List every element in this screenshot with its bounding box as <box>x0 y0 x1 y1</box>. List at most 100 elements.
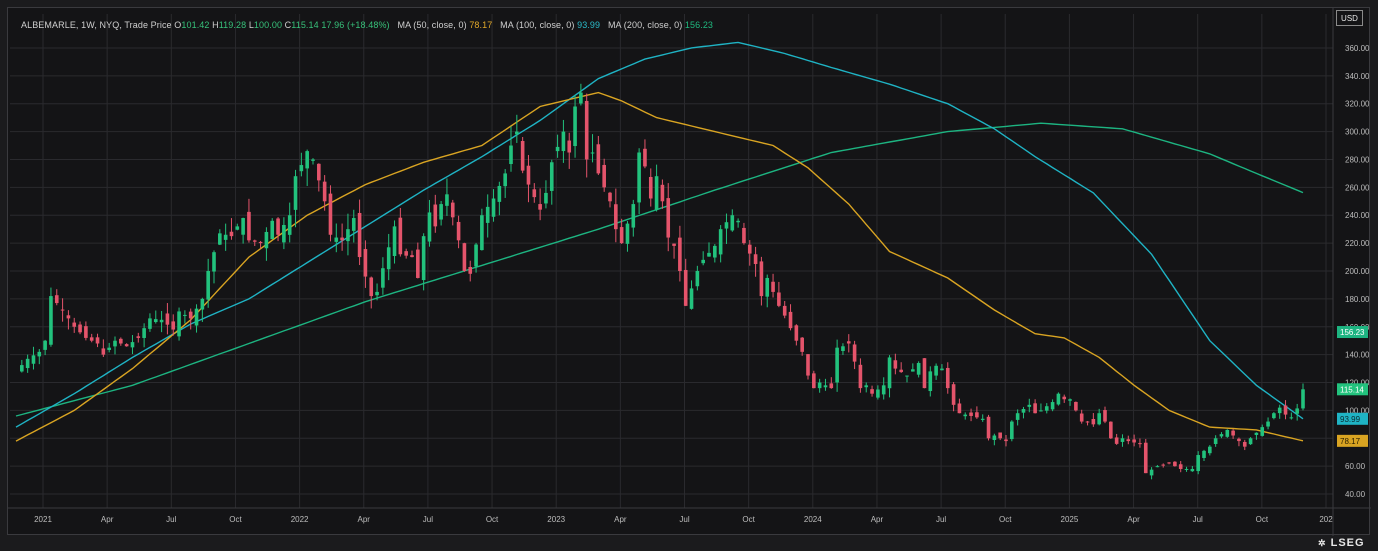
candle-body <box>747 244 752 254</box>
candle-body <box>299 165 304 172</box>
x-tick-label: 2021 <box>34 515 52 524</box>
candle-body <box>963 414 968 417</box>
candle-body <box>54 295 59 304</box>
candle-body <box>934 365 938 376</box>
candle-body <box>648 176 653 199</box>
candle-body <box>718 229 723 255</box>
candle-body <box>683 269 688 306</box>
candle-body <box>305 151 309 169</box>
candle-body <box>78 324 82 333</box>
candle-body <box>969 412 973 416</box>
candle-body <box>276 218 280 235</box>
candle-body <box>1272 413 1276 419</box>
candle-body <box>1295 408 1299 414</box>
x-tick-label: 2022 <box>291 515 309 524</box>
y-tick-label: 60.00 <box>1345 462 1366 471</box>
candle-body <box>1056 393 1061 405</box>
candle-body <box>450 202 455 218</box>
candle-body <box>218 233 222 245</box>
candle-body <box>1231 430 1235 436</box>
candle-body <box>445 194 449 206</box>
grid <box>10 14 1333 508</box>
candle-body <box>742 227 746 244</box>
ma50-label[interactable]: MA (50, close, 0) <box>397 20 467 30</box>
candle-body <box>89 337 94 341</box>
candle-body <box>491 198 496 217</box>
candle-body <box>911 369 915 372</box>
candle-body <box>637 152 641 203</box>
candle-body <box>136 336 141 338</box>
candle-body <box>654 176 659 210</box>
ma100-path <box>15 41 1304 428</box>
candle-body <box>643 148 647 167</box>
candle-body <box>1126 439 1131 442</box>
candle-body <box>25 358 30 369</box>
candle-body <box>119 338 123 344</box>
brand-mark-icon: ✲ <box>1318 538 1327 548</box>
currency-button[interactable]: USD <box>1336 10 1363 26</box>
open-value: 101.42 <box>181 20 210 30</box>
candle-body <box>410 255 414 258</box>
candle-body <box>555 146 560 152</box>
candle-body <box>340 237 344 241</box>
ma100-label[interactable]: MA (100, close, 0) <box>500 20 575 30</box>
candle-body <box>1033 403 1037 414</box>
price-chart[interactable]: 40.0060.0080.00100.00120.00140.00160.001… <box>8 8 1371 536</box>
candle-body <box>1208 446 1212 454</box>
candle-body <box>439 204 443 220</box>
close-label: C <box>284 20 292 30</box>
candle-body <box>101 348 106 355</box>
candle-body <box>95 337 100 344</box>
candle-body <box>369 277 374 297</box>
candle-body <box>759 261 764 297</box>
x-tick-label: Apr <box>1127 515 1140 524</box>
candle-body <box>1138 443 1142 445</box>
candle-body <box>346 229 350 242</box>
candle-body <box>264 231 269 249</box>
candle-body <box>1260 427 1265 436</box>
candle-body <box>1085 421 1090 423</box>
candle-body <box>1109 421 1113 439</box>
candle-body <box>49 296 53 345</box>
candle-body <box>311 159 315 161</box>
x-tick-label: Apr <box>358 515 371 524</box>
candle-body <box>282 224 286 243</box>
ma50-path <box>15 91 1304 442</box>
ma200-label[interactable]: MA (200, close, 0) <box>607 20 683 30</box>
candle-body <box>375 291 379 296</box>
candle-body <box>1132 439 1136 443</box>
candle-body <box>777 292 781 306</box>
ma200-value: 156.23 <box>684 20 714 30</box>
candle-body <box>916 363 921 375</box>
candle-body <box>549 162 554 191</box>
candle-body <box>846 341 851 344</box>
candle-body <box>1301 389 1305 409</box>
candle-body <box>951 384 956 405</box>
candle-body <box>515 131 519 135</box>
candle-body <box>975 412 979 418</box>
ma100-line <box>15 41 1304 428</box>
candle-body <box>567 140 572 153</box>
candle-body <box>701 259 705 264</box>
candle-body <box>678 237 682 271</box>
candle-body <box>771 281 775 292</box>
x-tick-label: Jul <box>166 515 176 524</box>
candle-body <box>357 212 362 258</box>
ma50-badge <box>1337 434 1368 447</box>
y-axis: 40.0060.0080.00100.00120.00140.00160.001… <box>8 8 1371 536</box>
candle-body <box>841 346 845 351</box>
y-tick-label: 40.00 <box>1345 490 1366 499</box>
candle-body <box>876 389 880 398</box>
x-tick-label: Oct <box>1256 515 1269 524</box>
candle-body <box>1149 469 1154 476</box>
candle-body <box>252 240 257 242</box>
candle-body <box>20 365 24 372</box>
candle-body <box>806 354 810 376</box>
last-price-badge <box>1337 383 1368 396</box>
candle-body <box>1213 438 1218 444</box>
candle-body <box>724 222 729 229</box>
candle-body <box>881 385 886 395</box>
candle-body <box>1254 432 1259 435</box>
candle-body <box>317 163 321 181</box>
candle-body <box>1004 439 1008 442</box>
